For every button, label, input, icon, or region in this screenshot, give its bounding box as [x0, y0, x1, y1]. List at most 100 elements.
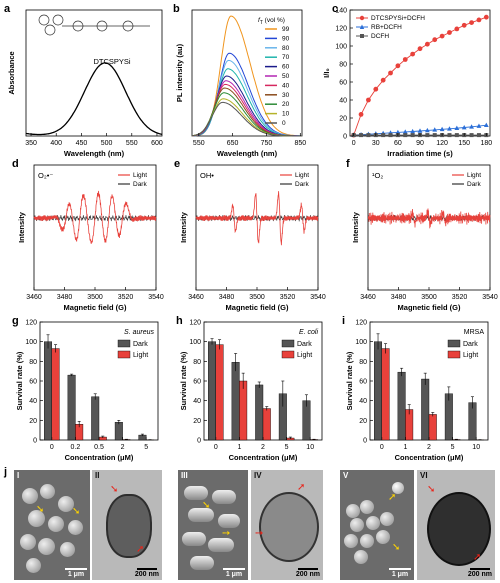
- micrograph-tem-iv: IV ➚ ➙ 200 nm: [251, 470, 323, 580]
- arrow-icon: ➚: [473, 552, 482, 563]
- x-tick-label: 5: [144, 444, 148, 451]
- y-tick-label: 20: [339, 116, 347, 123]
- legend-swatch: [447, 339, 461, 348]
- panel-letter: d: [12, 158, 19, 170]
- x-tick-label: 750: [261, 140, 273, 147]
- data-point: [469, 20, 474, 25]
- x-tick-label: 350: [25, 140, 37, 147]
- x-tick-label: 3460: [26, 294, 42, 301]
- legend-label: Light: [133, 352, 148, 359]
- x-tick-label: 500: [101, 140, 113, 147]
- organism-label: MRSA: [464, 329, 485, 336]
- x-axis-label: Concentration (μM): [65, 453, 134, 462]
- x-tick-label: 3480: [57, 294, 73, 301]
- legend-swatch: [281, 339, 295, 348]
- legend-label: DCFH: [371, 33, 389, 40]
- arrow-icon: ➘: [110, 484, 119, 495]
- micrograph-sem-i: I ➘ ➘ 1 μm: [14, 470, 90, 580]
- micrograph-sem-v: V ➚ ➘ 1 μm: [340, 470, 414, 580]
- legend-label: Dark: [133, 181, 147, 188]
- y-tick-label: 60: [339, 80, 347, 87]
- scale-bar: 200 nm: [296, 568, 320, 578]
- bar: [51, 348, 60, 441]
- y-axis-label: Absorbance: [7, 51, 16, 94]
- data-point: [410, 128, 416, 134]
- legend-label: 99: [282, 26, 290, 33]
- x-axis-label: Magnetic field (G): [398, 303, 461, 312]
- x-tick-label: 3460: [188, 294, 204, 301]
- bar: [262, 408, 271, 441]
- x-tick-label: 60: [394, 140, 402, 147]
- pl-series-line: [191, 101, 302, 137]
- arrow-icon: ➙: [255, 528, 264, 539]
- bar: [44, 341, 53, 441]
- x-tick-label: 10: [306, 444, 314, 451]
- micrograph-label: VI: [420, 471, 428, 480]
- legend-label: Light: [295, 172, 309, 179]
- x-tick-label: 3520: [452, 294, 468, 301]
- legend-marker: [359, 24, 365, 29]
- y-tick-label: 120: [25, 320, 37, 327]
- data-point: [402, 129, 408, 134]
- bar: [444, 393, 453, 441]
- x-tick-label: 550: [193, 140, 205, 147]
- x-tick-label: 550: [126, 140, 138, 147]
- data-point: [461, 124, 467, 130]
- legend-label: 90: [282, 35, 290, 42]
- x-tick-label: 450: [76, 140, 88, 147]
- arrow-icon: ➘: [427, 484, 436, 495]
- y-tick-label: 80: [339, 62, 347, 69]
- y-tick-label: 80: [193, 359, 201, 366]
- legend-label: Dark: [463, 341, 478, 348]
- x-tick-label: 3480: [219, 294, 235, 301]
- legend-label: 30: [282, 92, 290, 99]
- legend-label: Dark: [295, 181, 309, 188]
- bar: [239, 380, 248, 441]
- panel-letter: f: [346, 158, 350, 170]
- x-tick-label: 2: [121, 444, 125, 451]
- data-point: [359, 133, 364, 138]
- x-tick-label: 1: [237, 444, 241, 451]
- legend-marker: [359, 15, 365, 21]
- scale-bar: 1 μm: [223, 568, 245, 578]
- data-point: [439, 33, 445, 39]
- x-axis-label: Wavelength (nm): [64, 149, 125, 158]
- arrow-icon: ➘: [392, 542, 401, 553]
- bar: [374, 341, 382, 441]
- x-tick-label: 3460: [360, 294, 376, 301]
- x-tick-label: 5: [285, 444, 289, 451]
- y-axis-label: Survival rate (%): [179, 351, 188, 410]
- y-tick-label: 100: [189, 339, 201, 346]
- y-tick-label: 60: [193, 379, 201, 386]
- data-point: [439, 126, 445, 132]
- micrograph-label: V: [343, 471, 349, 480]
- x-axis-label: Concentration (μM): [229, 453, 298, 462]
- ring: [96, 20, 108, 32]
- bar: [397, 371, 406, 441]
- data-point: [483, 14, 489, 20]
- legend-label: 70: [282, 54, 290, 61]
- x-tick-label: 400: [50, 140, 62, 147]
- x-tick-label: 30: [372, 140, 380, 147]
- data-point: [476, 123, 482, 128]
- y-tick-label: 20: [29, 418, 37, 425]
- scale-bar: 200 nm: [468, 568, 492, 578]
- x-tick-label: 600: [151, 140, 163, 147]
- epr-light-trace: [367, 208, 491, 229]
- legend-label: 60: [282, 64, 290, 71]
- bar: [67, 374, 76, 441]
- x-axis-label: Magnetic field (G): [64, 303, 127, 312]
- bar: [215, 344, 224, 441]
- x-tick-label: 0: [50, 444, 54, 451]
- arrow-icon: ➚: [388, 492, 397, 503]
- panel-letter: h: [176, 315, 183, 327]
- y-tick-label: 0: [33, 438, 37, 445]
- legend-label: Dark: [297, 341, 312, 348]
- legend-label: Dark: [133, 341, 148, 348]
- legend-swatch: [281, 350, 295, 359]
- scale-bar: 200 nm: [135, 568, 159, 578]
- data-point: [454, 26, 460, 32]
- x-tick-label: 3500: [249, 294, 265, 301]
- legend-label: 80: [282, 45, 290, 52]
- legend-label: 40: [282, 82, 290, 89]
